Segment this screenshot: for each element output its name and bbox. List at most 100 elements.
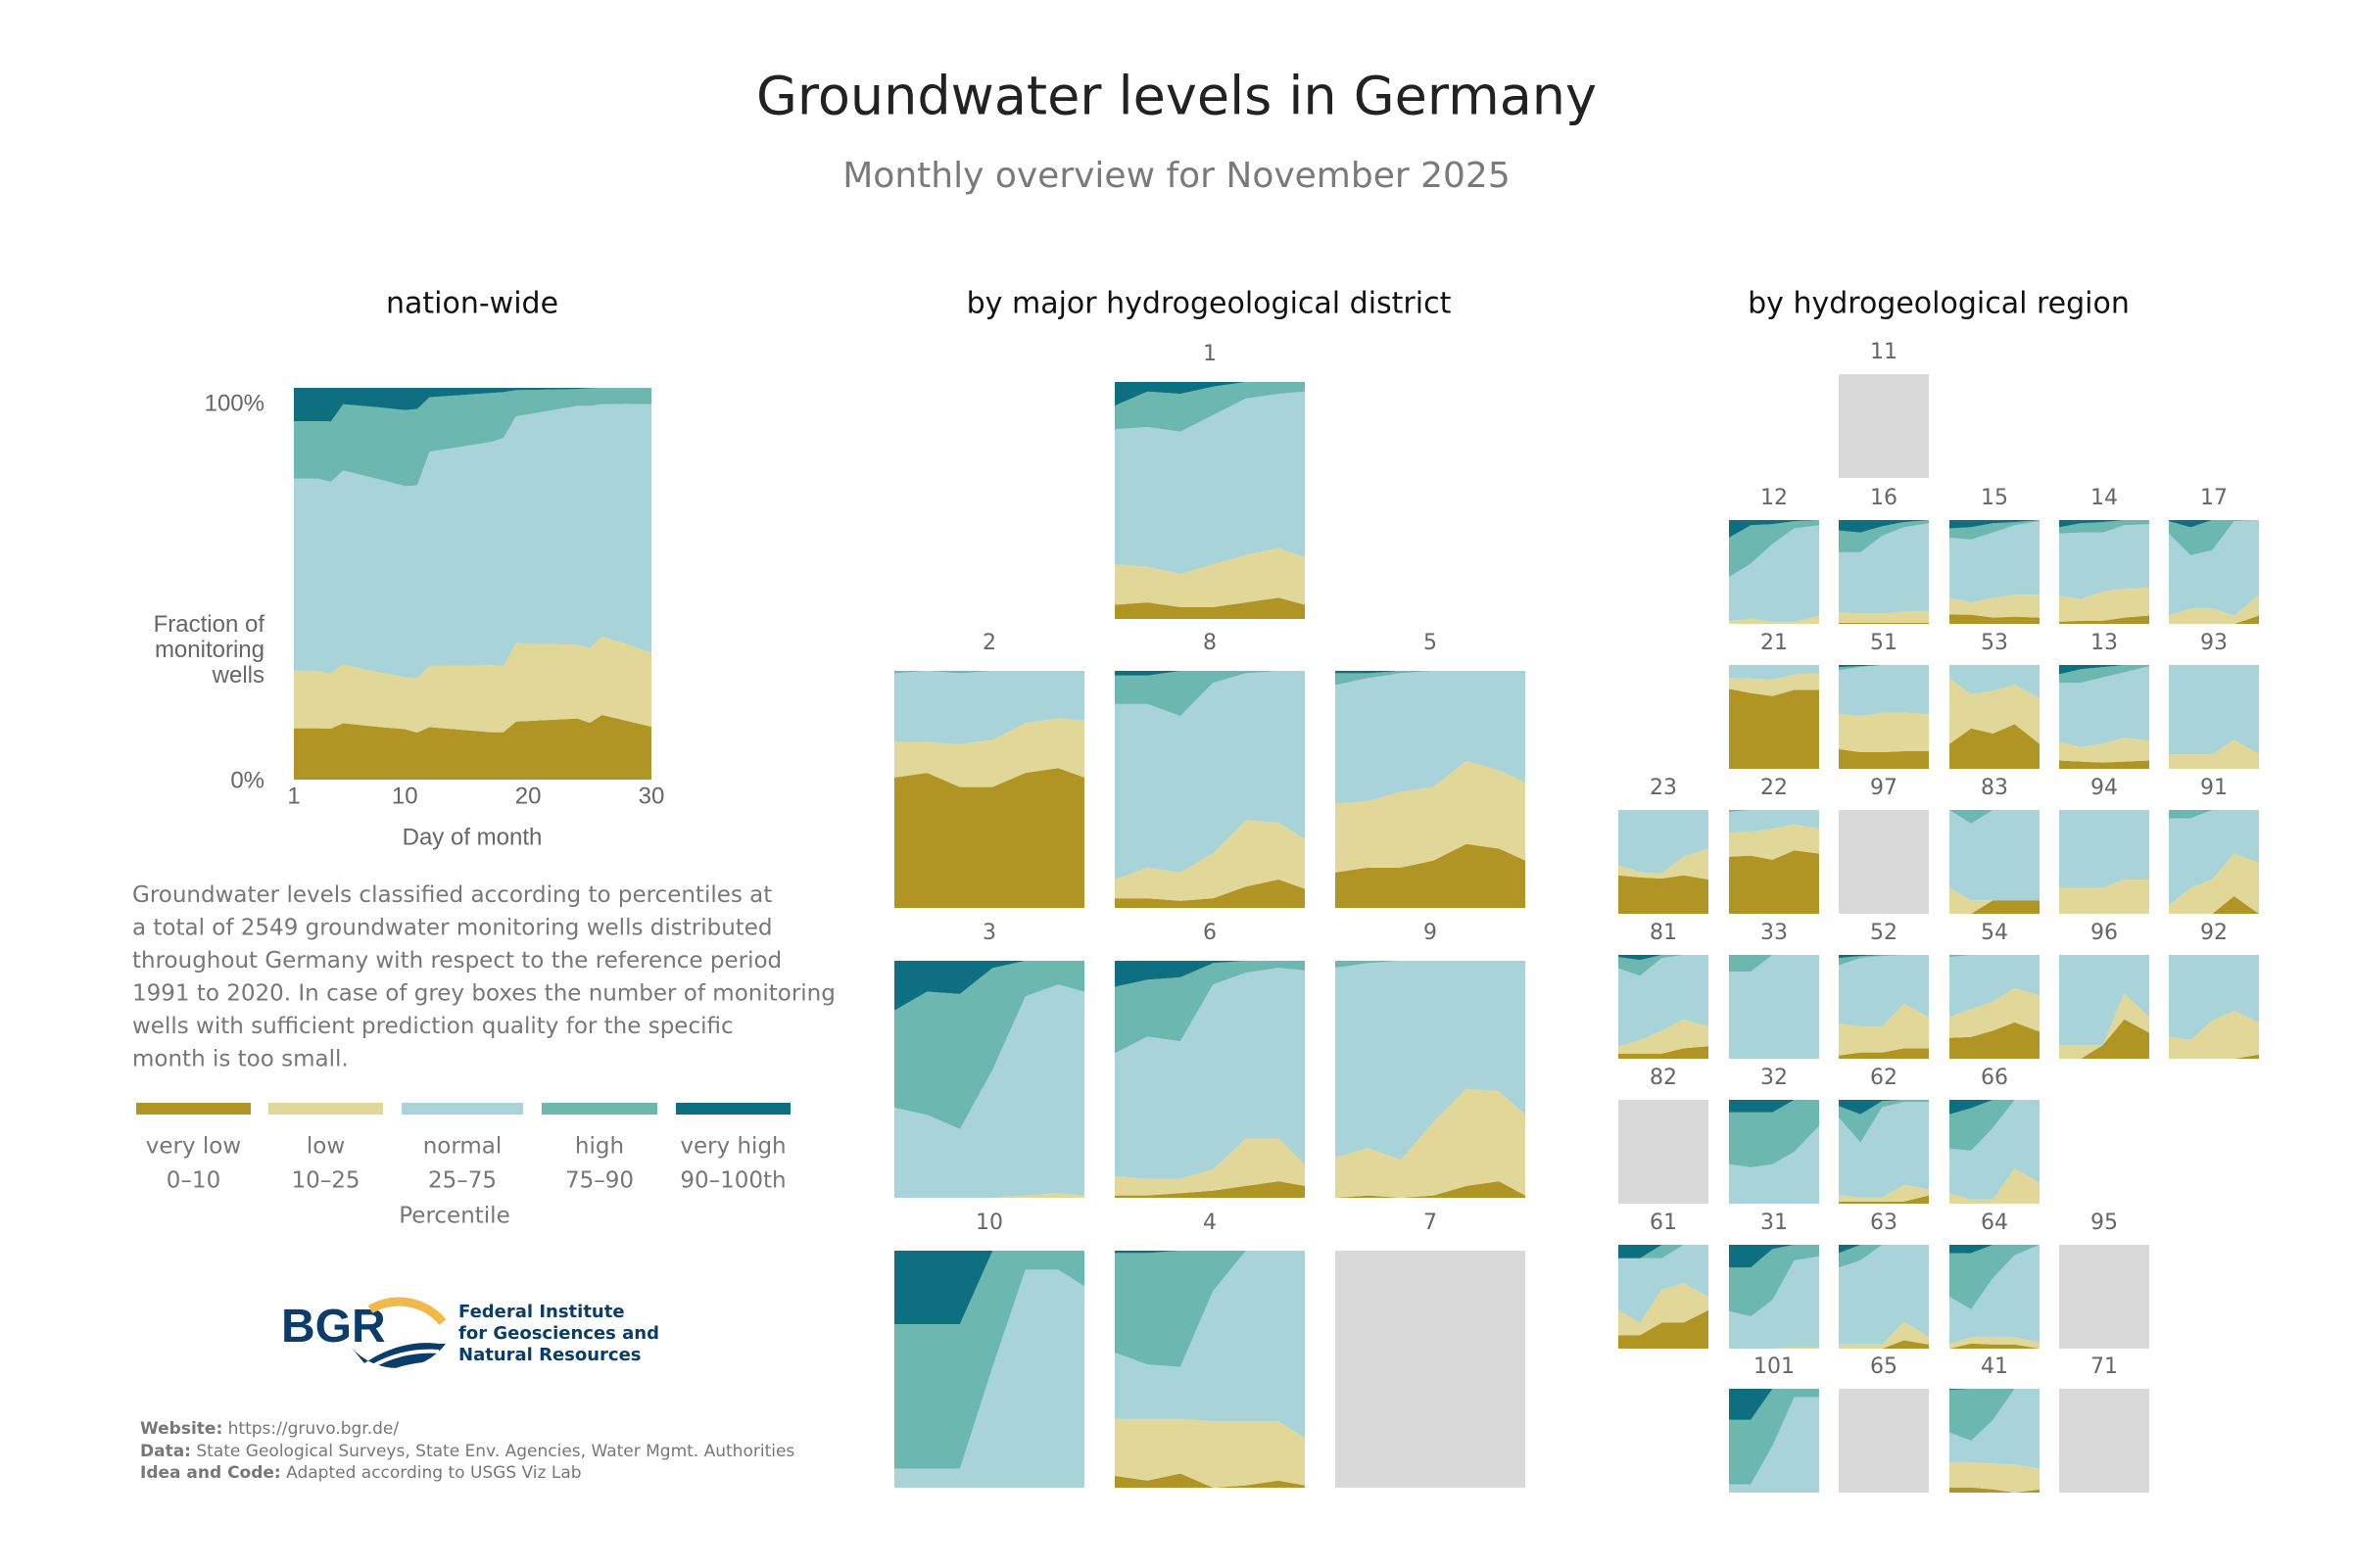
x-tick-label: 10 [392,783,418,809]
y-axis-label: Fraction of monitoring wells [154,611,265,689]
area-band-very-high [1839,665,1929,668]
area-band-very-low [1335,843,1525,908]
area-band-high [894,671,1084,674]
panel-label: 101 [1753,1354,1795,1379]
panel-label: 64 [1981,1211,2008,1235]
x-tick-label: 20 [515,783,542,809]
panel-52: 52 [1839,921,1929,1059]
no-data-box [1618,1100,1708,1204]
area-band-low [1839,1003,1929,1056]
panel-5: 5 [1335,631,1525,908]
footer-value: State Geological Surveys, State Env. Age… [196,1442,794,1461]
area-band-low [2169,853,2259,914]
area-band-high [2059,520,2149,534]
description-line: 1991 to 2020. In case of grey boxes the … [132,981,836,1007]
area-band-very-low [1949,1022,2040,1059]
panel-label: 31 [1760,1211,1788,1235]
area-band-high [1335,961,1525,969]
legend-label: normal [423,1134,503,1160]
panel-label: 94 [2090,776,2118,800]
panel-label: 5 [1423,631,1437,655]
area-band-very-high [2059,665,2149,675]
legend-range: 90–100th [680,1168,786,1194]
no-data-box [1839,810,1929,914]
footer-label: Idea and Code: [140,1463,281,1483]
panel-label: 7 [1423,1211,1437,1235]
area-band-very-high [1839,520,1929,533]
area-band-high [1839,955,1929,966]
panel-label: 96 [2090,921,2118,945]
area-band-very-high [1949,1100,2040,1115]
legend-range: 25–75 [428,1168,497,1194]
y-axis-label-line: wells [212,662,264,689]
area-band-very-high [1729,520,1819,538]
page-subtitle: Monthly overview for November 2025 [842,156,1511,196]
panel-label: 95 [2090,1211,2118,1235]
area-band-normal [1729,525,1819,622]
panel-32: 32 [1729,1066,1819,1204]
panel-label: 54 [1981,921,2008,945]
area-band-normal [1949,521,2040,602]
area-band-very-high [1115,961,1305,987]
description-line: throughout Germany with respect to the r… [132,948,782,974]
panel-51: 51 [1839,631,1929,769]
panel-53: 53 [1949,631,2040,769]
area-band-normal [1729,810,1819,833]
panel-label: 91 [2200,776,2228,800]
legend-swatch-very-low [136,1103,251,1115]
area-band-normal [1115,1251,1305,1439]
panel-94: 94 [2059,776,2149,914]
area-band-low [1949,887,2040,914]
area-band-low [1729,824,1819,860]
area-band-low [1618,1283,1708,1336]
area-band-low [1729,673,1819,696]
area-band-very-high [2059,520,2149,528]
panel-96: 96 [2059,921,2149,1059]
area-band-normal [1729,1125,1819,1204]
panel-81: 81 [1618,921,1708,1059]
area-band-normal [894,984,1084,1198]
y-axis-label-line: Fraction of [154,611,265,638]
area-band-low [1115,820,1305,901]
panel-label: 71 [2090,1354,2118,1379]
area-band-low [1949,987,2040,1038]
area-band-low [1949,1337,2040,1349]
area-band-high [1839,665,1929,671]
logo-line-1: Federal Institute [458,1302,625,1322]
panel-65: 65 [1839,1354,1929,1493]
area-band-high [1949,1245,2040,1309]
footer-data: Data: State Geological Surveys, State En… [140,1442,794,1461]
panel-71: 71 [2059,1354,2149,1493]
area-band-low [1949,678,2040,744]
area-band-normal [894,1269,1084,1488]
panel-label: 3 [983,921,996,945]
legend-range: 10–25 [291,1168,360,1194]
section-title-regions: by hydrogeological region [1748,287,2130,321]
area-band-high [2169,810,2259,819]
panel-1: 1 [1115,342,1305,619]
panel-21: 21 [1729,631,1819,769]
area-band-low [2169,739,2259,769]
description-line: month is too small. [132,1047,349,1072]
area-band-low [1949,1462,2040,1493]
panel-61: 61 [1618,1211,1708,1349]
footer-website-link[interactable]: https://gruvo.bgr.de/ [228,1419,400,1439]
description-line: wells with sufficient prediction quality… [132,1014,734,1039]
area-band-normal [1115,391,1305,574]
area-band-low [1729,1347,1819,1349]
x-tick-label: 1 [287,783,300,809]
area-band-very-low [1115,879,1305,908]
area-band-high [1729,1245,1819,1317]
logo-line-3: Natural Resources [458,1345,642,1365]
area-band-high [1115,382,1305,432]
area-band-very-low [1618,875,1708,914]
area-band-very-low [1729,850,1819,914]
area-band-very-high [894,1251,1084,1324]
no-data-box [1839,1389,1929,1493]
area-band-normal [1949,1100,2040,1200]
panel-11: 11 [1839,340,1929,478]
area-band-very-low [1949,1343,2040,1349]
description-line: a total of 2549 groundwater monitoring w… [132,916,773,941]
area-band-very-low [1949,614,2040,624]
area-band-very-low [1839,1340,1929,1349]
